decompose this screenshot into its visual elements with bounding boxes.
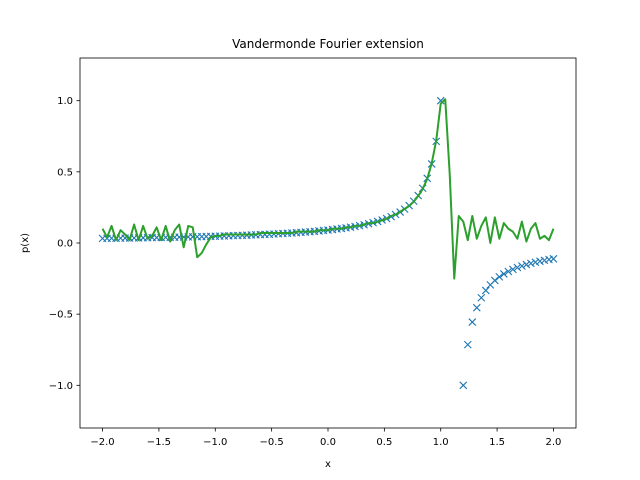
y-tick-label: 0.0 xyxy=(57,239,73,250)
data-point-marker xyxy=(481,286,490,295)
chart-title: Vandermonde Fourier extension xyxy=(232,37,424,51)
x-tick-label: 0.0 xyxy=(320,437,336,448)
y-axis-label: p(x) xyxy=(20,233,31,253)
data-point-marker xyxy=(549,254,558,263)
x-tick-label: 1.5 xyxy=(489,437,505,448)
data-point-marker xyxy=(527,259,535,268)
data-point-marker xyxy=(477,293,486,302)
y-tick-label: 0.5 xyxy=(57,167,73,178)
data-point-marker xyxy=(468,318,477,326)
plot-area xyxy=(98,96,558,390)
x-tick-label: −2.0 xyxy=(90,437,114,448)
data-point-marker xyxy=(490,276,499,285)
data-point-marker xyxy=(499,270,508,278)
data-point-marker xyxy=(522,260,531,269)
y-tick-label: 1.0 xyxy=(57,96,73,107)
data-point-marker xyxy=(463,340,472,349)
series-extension-line xyxy=(101,98,555,280)
y-tick-label: −0.5 xyxy=(49,310,73,321)
x-tick-label: 2.0 xyxy=(546,437,562,448)
x-tick-label: −1.0 xyxy=(203,437,227,448)
x-tick-label: 1.0 xyxy=(433,437,449,448)
x-tick-label: −1.5 xyxy=(147,437,171,448)
y-tick-label: −1.0 xyxy=(49,381,73,392)
x-tick-label: 0.5 xyxy=(376,437,392,448)
data-point-marker xyxy=(531,258,540,267)
data-point-marker xyxy=(436,96,445,105)
data-point-marker xyxy=(513,263,522,272)
data-point-marker xyxy=(459,381,468,390)
data-point-marker xyxy=(504,267,513,276)
data-point-marker xyxy=(472,303,481,312)
x-tick-label: −0.5 xyxy=(259,437,283,448)
axis-ticks: −2.0 −1.5 −1.0 −0.5 0.0 0.5 1.0 1.5 2.0 −1.0 −0.5 0… xyxy=(49,96,562,448)
data-point-marker xyxy=(495,272,504,281)
data-point-marker xyxy=(508,265,517,274)
x-axis-label: x xyxy=(325,459,331,470)
data-point-marker xyxy=(518,262,526,270)
